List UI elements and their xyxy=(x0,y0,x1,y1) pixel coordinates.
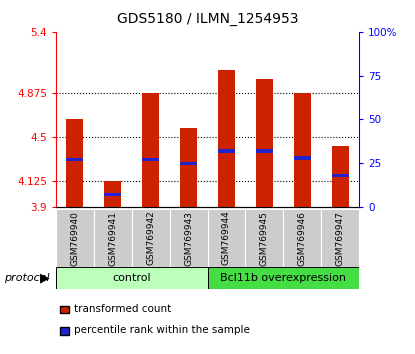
Bar xyxy=(256,79,273,207)
Bar xyxy=(56,267,208,289)
Bar xyxy=(245,209,283,267)
Bar xyxy=(256,149,273,153)
Bar xyxy=(104,181,121,207)
Bar xyxy=(208,267,359,289)
Bar xyxy=(94,209,132,267)
Bar xyxy=(132,209,170,267)
Text: control: control xyxy=(112,273,151,283)
Bar xyxy=(208,209,245,267)
Text: GSM769943: GSM769943 xyxy=(184,211,193,266)
Text: GSM769941: GSM769941 xyxy=(108,211,117,266)
Bar xyxy=(66,120,83,207)
Bar xyxy=(142,158,159,161)
Text: GSM769947: GSM769947 xyxy=(336,211,344,266)
Text: GSM769940: GSM769940 xyxy=(71,211,79,266)
Text: GSM769944: GSM769944 xyxy=(222,211,231,266)
Bar xyxy=(294,156,311,160)
Bar xyxy=(332,146,349,207)
Bar xyxy=(56,209,94,267)
Bar xyxy=(218,149,235,153)
Text: protocol: protocol xyxy=(4,273,50,283)
Bar xyxy=(104,193,121,196)
Bar xyxy=(332,174,349,177)
Text: Bcl11b overexpression: Bcl11b overexpression xyxy=(220,273,346,283)
Bar xyxy=(218,70,235,207)
Text: GSM769942: GSM769942 xyxy=(146,211,155,266)
Text: transformed count: transformed count xyxy=(74,304,171,314)
Text: percentile rank within the sample: percentile rank within the sample xyxy=(74,325,250,335)
Bar xyxy=(180,128,197,207)
Bar xyxy=(294,93,311,207)
Text: ▶: ▶ xyxy=(39,272,49,284)
Text: GSM769946: GSM769946 xyxy=(298,211,307,266)
Bar xyxy=(180,162,197,165)
Bar xyxy=(283,209,321,267)
Text: GSM769945: GSM769945 xyxy=(260,211,269,266)
Bar xyxy=(321,209,359,267)
Bar xyxy=(170,209,208,267)
Bar xyxy=(66,158,83,161)
Bar xyxy=(142,93,159,207)
Text: GDS5180 / ILMN_1254953: GDS5180 / ILMN_1254953 xyxy=(117,12,298,27)
